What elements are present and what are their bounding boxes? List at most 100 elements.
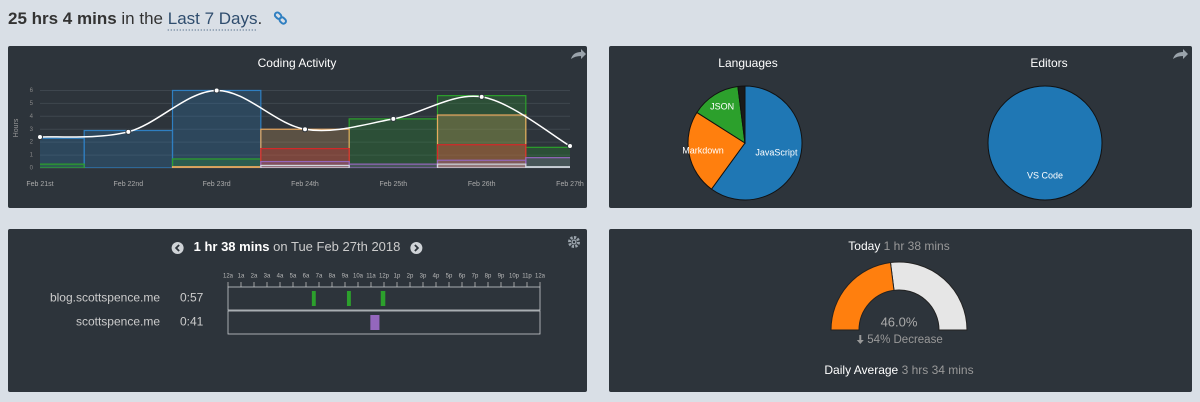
timeline-row [227,310,541,335]
bar [436,163,527,168]
y-tick-label: 0 [30,166,34,172]
day-header: 1 hr 38 mins on Tue Feb 27th 2018 [194,239,401,254]
total-time: 25 hrs 4 mins [8,9,117,28]
hour-label: 6a [303,274,310,280]
bar [348,118,439,168]
bar [348,163,439,168]
pie-label: Markdown [682,145,724,155]
bar [83,129,174,168]
x-tick-label: Feb 25th [380,181,408,188]
total-point [390,115,397,122]
x-tick-label: Feb 22nd [114,181,144,188]
day-date: Tue Feb 27th 2018 [291,239,400,254]
bar [171,166,262,168]
hour-label: 3a [264,274,271,280]
bar [525,157,570,168]
y-tick-label: 1 [30,153,34,159]
hour-label: 11a [366,274,376,280]
hour-label: 4a [277,274,284,280]
share-icon[interactable] [571,49,586,59]
hour-label: 7p [472,274,479,280]
bar [260,164,350,168]
pie-slice [737,85,746,144]
hour-label: 4p [433,274,440,280]
hour-label: 3p [420,274,427,280]
total-point [302,126,308,133]
bar [525,166,570,168]
panel [609,229,1192,392]
bar [40,137,85,168]
y-tick-label: 5 [30,101,34,107]
next-day[interactable] [410,242,423,254]
hour-label: 2p [407,274,414,280]
bar [40,163,85,168]
hour-label: 8p [485,274,492,280]
session-bar [370,315,380,330]
range-selector[interactable]: Last 7 Days [168,9,258,28]
hour-label: 12a [223,274,234,280]
day-text: on [273,239,287,254]
project-name: scottspence.me [76,315,160,329]
average-value: 3 hrs 34 mins [902,363,974,377]
panel-title: Editors [1030,56,1067,70]
pie-label: JavaScript [755,148,798,158]
today-label: Today [848,239,880,253]
decrease-icon [856,335,864,344]
hour-label: 8a [329,274,336,280]
change-label: 54% Decrease [867,334,942,346]
session-bar [380,291,386,306]
timeline-row [227,286,541,311]
panel [8,229,587,392]
average-label: Daily Average [824,363,898,377]
x-tick-label: Feb 23rd [203,181,231,188]
panel-title: Coding Activity [258,56,337,70]
total-point [37,133,43,140]
project-time: 0:41 [180,315,204,329]
hour-label: 12p [379,274,390,280]
y-tick-label: 2 [30,140,34,146]
y-tick-label: 3 [30,127,34,133]
pie-slice [687,111,746,190]
header: 25 hrs 4 mins in the Last 7 Days. [8,9,262,28]
hour-label: 2a [251,274,258,280]
bar [436,114,527,168]
y-tick-label: 4 [30,114,34,120]
y-axis-label: Hours [13,118,20,137]
share-icon[interactable] [1173,49,1188,59]
total-point [567,143,573,150]
gauge-value-label: 46.0% [881,314,918,329]
hour-label: 10p [509,274,520,280]
project-name: blog.scottspence.me [50,291,160,305]
hour-label: 7a [316,274,323,280]
pie-slice [710,85,803,201]
average-row: Daily Average 3 hrs 34 mins [824,363,973,377]
chevron [414,244,420,252]
x-tick-label: Feb 26th [468,181,496,188]
bar [171,89,262,168]
link-icon[interactable] [273,11,287,25]
chevron [174,244,180,252]
total-point [213,87,220,94]
project-time: 0:57 [180,291,204,305]
total-point [125,128,132,135]
header-text: . [258,9,263,28]
hour-label: 1a [238,274,245,280]
pie-label: JSON [710,101,734,111]
pie-label: VS Code [1027,170,1063,180]
total-point [478,93,485,100]
x-tick-label: Feb 21st [26,181,53,188]
session-bar [346,291,351,306]
bar [436,144,527,168]
settings-icon[interactable] [568,236,580,248]
hour-label: 9p [498,274,505,280]
hour-label: 5p [446,274,453,280]
hour-label: 9a [342,274,349,280]
previous-day[interactable] [171,242,184,254]
hour-label: 5a [290,274,297,280]
y-tick-label: 6 [30,88,34,94]
day-total: 1 hr 38 mins [194,239,270,254]
hour-label: 10a [353,274,364,280]
today-header: Today 1 hr 38 mins [848,239,949,253]
panel-title: Languages [718,56,777,70]
